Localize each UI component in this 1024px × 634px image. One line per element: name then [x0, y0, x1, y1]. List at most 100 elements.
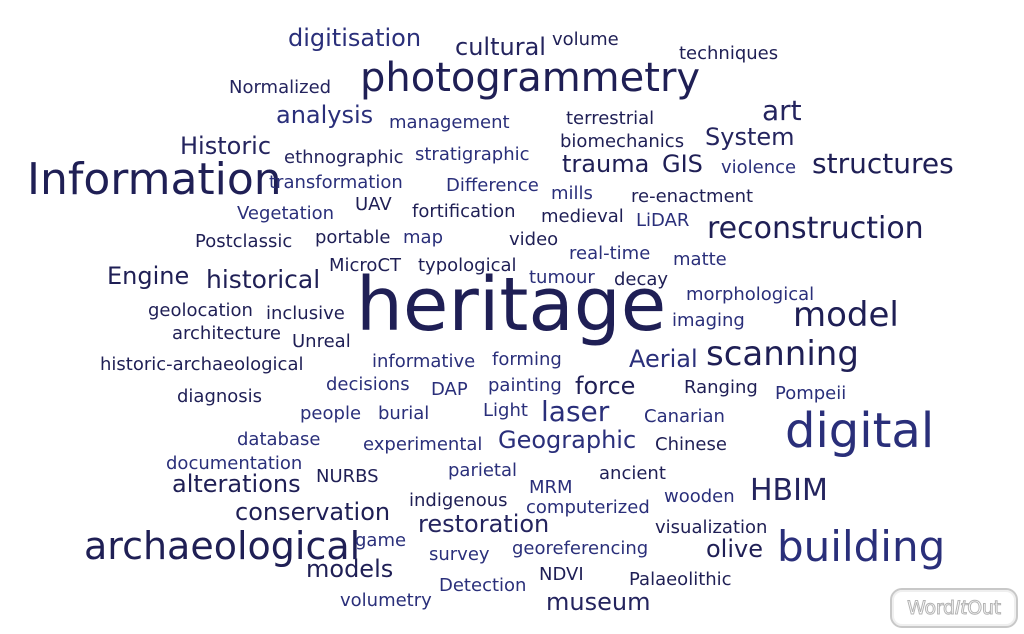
- word-ranging[interactable]: Ranging: [684, 377, 758, 398]
- word-archaeological[interactable]: archaeological: [84, 524, 361, 568]
- word-georeferencing[interactable]: georeferencing: [512, 538, 649, 559]
- word-digitisation[interactable]: digitisation: [288, 24, 422, 52]
- word-documentation[interactable]: documentation: [166, 453, 303, 474]
- word-forming[interactable]: forming: [492, 349, 562, 370]
- word-people[interactable]: people: [300, 403, 362, 424]
- word-matte[interactable]: matte: [673, 249, 727, 270]
- word-dap[interactable]: DAP: [431, 379, 468, 400]
- word-building[interactable]: building: [777, 522, 946, 571]
- word-information[interactable]: Information: [27, 154, 282, 205]
- word-informative[interactable]: informative: [372, 351, 476, 372]
- word-lidar[interactable]: LiDAR: [636, 210, 690, 231]
- word-mills[interactable]: mills: [551, 183, 593, 204]
- word-models[interactable]: models: [306, 555, 394, 583]
- word-mrm[interactable]: MRM: [529, 477, 573, 498]
- word-reconstruction[interactable]: reconstruction: [707, 211, 924, 246]
- word-map[interactable]: map: [403, 227, 443, 248]
- word-architecture[interactable]: architecture: [172, 323, 281, 344]
- word-re-enactment[interactable]: re-enactment: [631, 186, 754, 207]
- word-wooden[interactable]: wooden: [664, 486, 735, 507]
- word-video[interactable]: video: [509, 229, 559, 250]
- word-portable[interactable]: portable: [315, 227, 391, 248]
- word-hbim[interactable]: HBIM: [750, 473, 828, 508]
- word-system[interactable]: System: [705, 123, 795, 151]
- word-imaging[interactable]: imaging: [672, 310, 745, 331]
- word-trauma[interactable]: trauma: [562, 150, 650, 178]
- word-violence[interactable]: violence: [721, 157, 797, 178]
- word-detection[interactable]: Detection: [439, 575, 527, 596]
- logo-it: It: [954, 597, 968, 620]
- word-conservation[interactable]: conservation: [235, 498, 391, 526]
- word-real-time[interactable]: real-time: [569, 243, 651, 264]
- word-techniques[interactable]: techniques: [679, 43, 779, 64]
- word-chinese[interactable]: Chinese: [655, 434, 727, 455]
- word-microct[interactable]: MicroCT: [329, 255, 402, 276]
- word-parietal[interactable]: parietal: [448, 460, 518, 481]
- word-historic[interactable]: Historic: [180, 132, 272, 160]
- word-historic-archaeological[interactable]: historic-archaeological: [100, 354, 304, 375]
- word-terrestrial[interactable]: terrestrial: [566, 108, 655, 129]
- word-volumetry[interactable]: volumetry: [340, 590, 432, 611]
- wordltout-logo[interactable]: Word It Out: [890, 588, 1018, 628]
- word-typological[interactable]: typological: [418, 255, 517, 276]
- word-digital[interactable]: digital: [785, 403, 935, 459]
- word-painting[interactable]: painting: [488, 375, 562, 396]
- word-force[interactable]: force: [575, 372, 636, 400]
- word-difference[interactable]: Difference: [446, 175, 539, 196]
- word-postclassic[interactable]: Postclassic: [195, 231, 293, 252]
- word-palaeolithic[interactable]: Palaeolithic: [629, 569, 732, 590]
- word-experimental[interactable]: experimental: [363, 434, 483, 455]
- word-database[interactable]: database: [237, 429, 321, 450]
- word-survey[interactable]: survey: [429, 544, 490, 565]
- word-normalized[interactable]: Normalized: [229, 77, 332, 98]
- word-gis[interactable]: GIS: [662, 150, 703, 178]
- word-canarian[interactable]: Canarian: [644, 406, 725, 427]
- word-photogrammetry[interactable]: photogrammetry: [360, 55, 701, 101]
- word-museum[interactable]: museum: [546, 588, 651, 616]
- word-decay[interactable]: decay: [614, 269, 669, 290]
- word-geographic[interactable]: Geographic: [498, 426, 637, 454]
- word-diagnosis[interactable]: diagnosis: [177, 386, 263, 407]
- word-olive[interactable]: olive: [706, 535, 763, 563]
- word-alterations[interactable]: alterations: [172, 470, 301, 498]
- word-indigenous[interactable]: indigenous: [409, 490, 508, 511]
- word-computerized[interactable]: computerized: [526, 497, 650, 518]
- word-unreal[interactable]: Unreal: [292, 331, 351, 352]
- word-historical[interactable]: historical: [206, 265, 321, 294]
- word-transformation[interactable]: transformation: [269, 172, 403, 193]
- word-cultural[interactable]: cultural: [455, 33, 546, 61]
- word-burial[interactable]: burial: [378, 403, 430, 424]
- word-analysis[interactable]: analysis: [276, 101, 374, 129]
- word-pompeii[interactable]: Pompeii: [775, 383, 847, 404]
- word-tumour[interactable]: tumour: [529, 267, 595, 288]
- word-scanning[interactable]: scanning: [706, 334, 859, 374]
- word-biomechanics[interactable]: biomechanics: [560, 131, 685, 152]
- word-nurbs[interactable]: NURBS: [316, 466, 379, 487]
- word-geolocation[interactable]: geolocation: [148, 300, 253, 321]
- word-restoration[interactable]: restoration: [418, 510, 550, 538]
- word-ancient[interactable]: ancient: [599, 463, 666, 484]
- word-ethnographic[interactable]: ethnographic: [284, 147, 404, 168]
- word-engine[interactable]: Engine: [107, 262, 190, 290]
- word-inclusive[interactable]: inclusive: [266, 303, 345, 324]
- word-game[interactable]: game: [355, 530, 407, 551]
- word-volume[interactable]: volume: [552, 29, 619, 50]
- word-morphological[interactable]: morphological: [686, 284, 815, 305]
- word-model[interactable]: model: [793, 295, 899, 335]
- word-management[interactable]: management: [389, 112, 510, 133]
- word-heritage[interactable]: heritage: [356, 262, 667, 348]
- word-light[interactable]: Light: [483, 400, 528, 421]
- word-vegetation[interactable]: Vegetation: [237, 203, 335, 224]
- word-structures[interactable]: structures: [812, 147, 954, 180]
- word-visualization[interactable]: visualization: [655, 517, 768, 538]
- word-fortification[interactable]: fortification: [412, 201, 516, 222]
- word-uav[interactable]: UAV: [355, 194, 392, 215]
- word-aerial[interactable]: Aerial: [629, 345, 698, 373]
- word-art[interactable]: art: [762, 94, 802, 127]
- word-ndvi[interactable]: NDVI: [539, 564, 584, 585]
- word-medieval[interactable]: medieval: [541, 206, 624, 227]
- logo-word: Word: [907, 597, 956, 620]
- word-laser[interactable]: laser: [541, 395, 610, 428]
- word-stratigraphic[interactable]: stratigraphic: [415, 144, 530, 165]
- word-decisions[interactable]: decisions: [326, 374, 410, 395]
